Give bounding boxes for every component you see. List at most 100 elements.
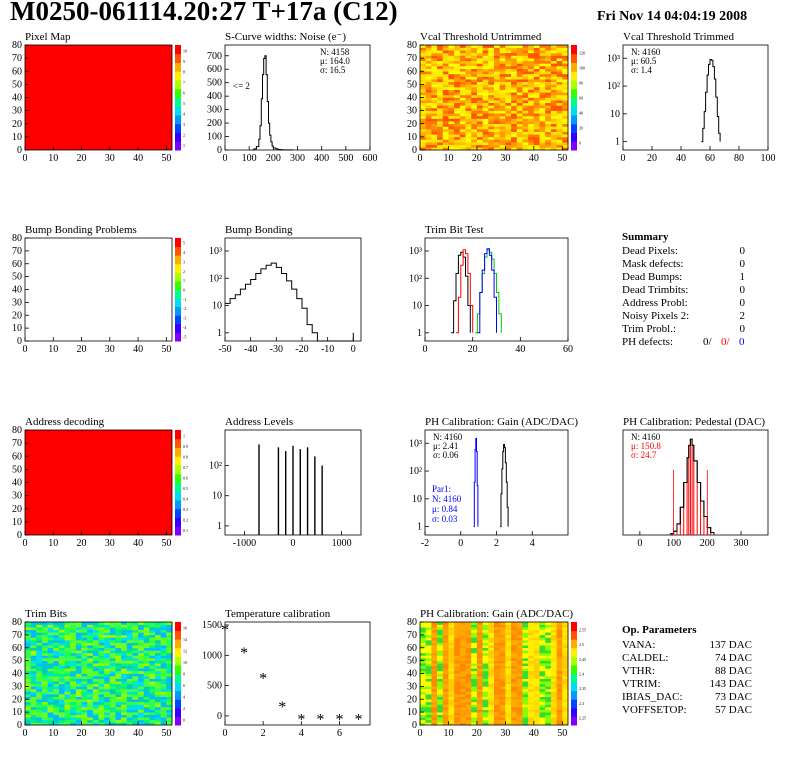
colorbar-cell bbox=[175, 699, 181, 709]
heatmap-cell bbox=[115, 717, 122, 721]
heatmap-cell bbox=[488, 89, 495, 93]
heatmap-cell bbox=[511, 50, 518, 54]
heatmap-cell bbox=[425, 627, 432, 631]
heatmap-cell bbox=[471, 60, 478, 64]
heatmap-cell bbox=[87, 701, 94, 705]
heatmap-cell bbox=[562, 110, 569, 114]
colorbar-cell bbox=[175, 647, 181, 657]
heatmap-cell bbox=[53, 670, 60, 674]
heatmap-cell bbox=[499, 108, 506, 111]
heatmap-cell bbox=[442, 55, 449, 59]
heatmap-cell bbox=[70, 655, 77, 659]
heatmap-cell bbox=[511, 650, 518, 654]
heatmap-cell bbox=[471, 100, 478, 104]
heatmap-cell bbox=[109, 670, 116, 674]
heatmap-cell bbox=[448, 115, 455, 119]
heatmap-cell bbox=[115, 655, 122, 659]
heatmap-cell bbox=[499, 624, 506, 628]
heatmap-cell bbox=[522, 632, 529, 636]
heatmap-cell bbox=[533, 50, 540, 54]
heatmap-cell bbox=[454, 129, 461, 132]
heatmap-cell bbox=[92, 681, 99, 685]
heatmap-cell bbox=[41, 686, 48, 690]
heatmap-cell bbox=[471, 688, 478, 692]
heatmap-cell bbox=[81, 719, 88, 723]
heatmap-cell bbox=[459, 63, 466, 67]
colorbar-cell bbox=[175, 664, 181, 674]
heatmap-cell bbox=[442, 696, 449, 700]
heatmap-cell bbox=[533, 668, 540, 672]
heatmap-cell bbox=[121, 637, 128, 641]
heatmap-cell bbox=[425, 670, 432, 674]
heatmap-cell bbox=[98, 632, 105, 636]
heatmap-cell bbox=[149, 681, 156, 685]
heatmap-cell bbox=[166, 658, 173, 661]
heatmap-cell bbox=[160, 622, 167, 625]
heatmap-cell bbox=[488, 688, 495, 692]
heatmap-cell bbox=[143, 676, 150, 679]
heatmap-cell bbox=[465, 63, 472, 67]
summary-heading: Summary bbox=[622, 231, 669, 243]
heatmap-cell bbox=[539, 632, 546, 636]
heatmap-cell bbox=[58, 647, 65, 651]
heatmap-cell bbox=[53, 704, 60, 708]
heatmap-cell bbox=[87, 645, 94, 649]
heatmap-cell bbox=[425, 673, 432, 677]
stat-text: σ: 1.4 bbox=[631, 65, 652, 75]
heatmap-cell bbox=[160, 678, 167, 682]
heatmap-cell bbox=[30, 696, 37, 700]
heatmap-cell bbox=[562, 640, 569, 643]
colorbar-cell bbox=[175, 53, 181, 63]
heatmap-cell bbox=[499, 110, 506, 114]
heatmap-cell bbox=[87, 717, 94, 721]
heatmap-cell bbox=[98, 719, 105, 723]
heatmap-cell bbox=[431, 681, 438, 685]
y-tick-label: 60 bbox=[12, 66, 22, 77]
heatmap-cell bbox=[454, 60, 461, 64]
heatmap-cell bbox=[488, 131, 495, 135]
stat-text: N: 4160 bbox=[631, 47, 661, 57]
heatmap-cell bbox=[482, 97, 489, 101]
heatmap-cell bbox=[482, 89, 489, 93]
heatmap-cell bbox=[533, 118, 540, 122]
x-tick-label: 40 bbox=[529, 153, 539, 164]
heatmap-cell bbox=[87, 714, 94, 718]
heatmap-cell bbox=[420, 147, 426, 151]
heatmap-cell bbox=[149, 686, 156, 690]
heatmap-cell bbox=[499, 640, 506, 643]
y-tick-label: 10 bbox=[12, 323, 22, 334]
heatmap-cell bbox=[482, 634, 489, 638]
heatmap-cell bbox=[75, 714, 82, 718]
heatmap-cell bbox=[47, 717, 54, 721]
heatmap-cell bbox=[149, 678, 156, 682]
heatmap-cell bbox=[562, 92, 569, 96]
heatmap-cell bbox=[448, 647, 455, 651]
heatmap-cell bbox=[476, 717, 483, 721]
heatmap-cell bbox=[454, 50, 461, 54]
heatmap-cell bbox=[420, 719, 426, 723]
heatmap-cell bbox=[420, 100, 426, 104]
heatmap-cell bbox=[528, 71, 535, 75]
heatmap-cell bbox=[442, 81, 449, 85]
heatmap-cell bbox=[143, 652, 150, 656]
heatmap-cell bbox=[562, 115, 569, 119]
heatmap-cell bbox=[505, 100, 512, 104]
heatmap-cell bbox=[476, 55, 483, 59]
heatmap-cell bbox=[64, 694, 71, 697]
heatmap-cell bbox=[138, 676, 145, 679]
heatmap-cell bbox=[459, 722, 466, 726]
heatmap-cell bbox=[58, 717, 65, 721]
x-tick-label: -1000 bbox=[233, 538, 256, 549]
heatmap-cell bbox=[132, 650, 139, 654]
heatmap-cell bbox=[499, 76, 506, 80]
heatmap-cell bbox=[138, 712, 145, 715]
heatmap-cell bbox=[516, 58, 523, 62]
data-point: * bbox=[355, 712, 363, 729]
heatmap-cell bbox=[482, 129, 489, 132]
heatmap-cell bbox=[562, 118, 569, 122]
heatmap-cell bbox=[25, 640, 31, 643]
heatmap-cell bbox=[454, 650, 461, 654]
heatmap-cell bbox=[166, 624, 173, 628]
heatmap-cell bbox=[166, 673, 173, 677]
heatmap-cell bbox=[420, 686, 426, 690]
